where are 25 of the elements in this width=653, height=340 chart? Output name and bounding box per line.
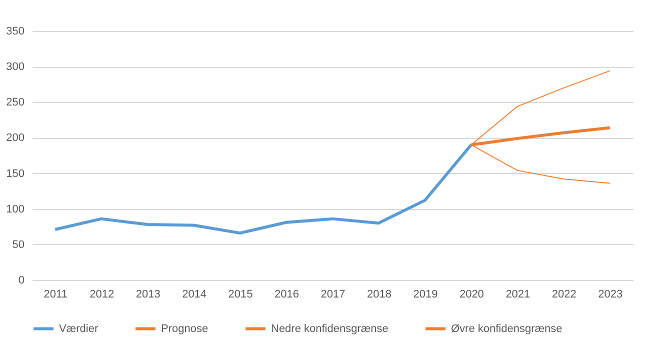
x-tick-label: 2016 [274, 288, 300, 300]
x-tick-label: 2018 [366, 288, 392, 300]
y-tick-label: 100 [6, 203, 24, 216]
y-tick-label: 300 [6, 61, 24, 74]
legend-label: Øvre konfidensgrænse [451, 322, 562, 335]
x-tick-label: 2015 [228, 288, 253, 300]
x-tick-label: 2013 [136, 288, 160, 300]
y-tick-label: 200 [6, 132, 24, 144]
x-tick-label: 2022 [552, 288, 576, 300]
x-tick-label: 2011 [44, 288, 68, 300]
legend-label: Nedre konfidensgrænse [271, 322, 388, 335]
x-tick-label: 2019 [413, 288, 438, 300]
x-tick-label: 2023 [598, 288, 623, 300]
x-tick-label: 2012 [90, 288, 114, 300]
y-tick-label: 50 [12, 238, 24, 251]
y-tick-label: 0 [18, 274, 24, 286]
legend-label: Værdier [59, 322, 98, 335]
x-tick-label: 2014 [182, 288, 207, 300]
x-tick-label: 2017 [320, 288, 346, 300]
y-tick-label: 350 [6, 26, 24, 38]
x-tick-label: 2020 [459, 288, 484, 300]
y-tick-label: 250 [6, 96, 24, 109]
x-tick-label: 2021 [506, 288, 530, 300]
y-tick-label: 150 [6, 168, 24, 180]
legend-label: Prognose [161, 322, 208, 335]
